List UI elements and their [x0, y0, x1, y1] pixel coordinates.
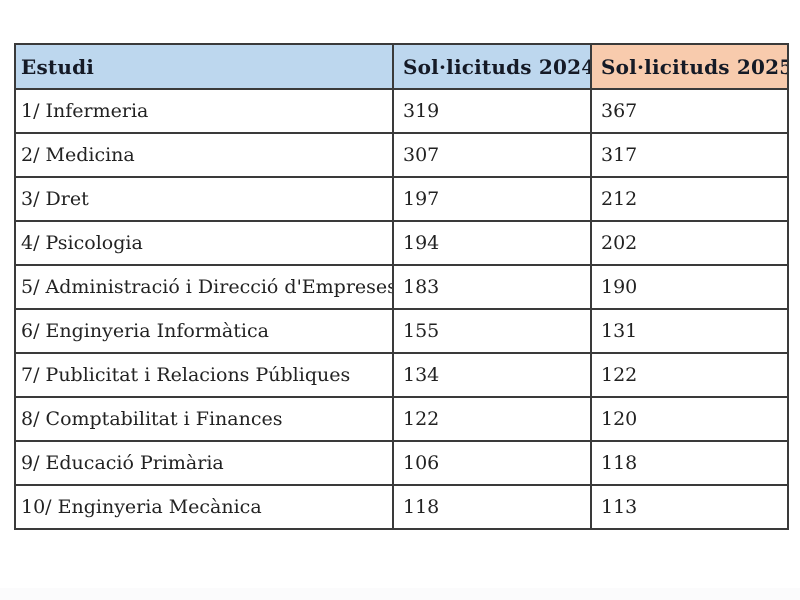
column-header-estudi: Estudi: [14, 43, 394, 90]
study-cell: 4/ Psicologia: [14, 220, 394, 266]
applications-2024-cell: 106: [392, 440, 592, 486]
applications-2024-cell: 118: [392, 484, 592, 530]
applications-2024-cell: 183: [392, 264, 592, 310]
study-cell: 10/ Enginyeria Mecànica: [14, 484, 394, 530]
study-cell: 7/ Publicitat i Relacions Públiques: [14, 352, 394, 398]
table-row: 3/ Dret 197 212: [14, 176, 789, 222]
study-cell: 8/ Comptabilitat i Finances: [14, 396, 394, 442]
table-row: 2/ Medicina 307 317: [14, 132, 789, 178]
applications-2025-cell: 131: [590, 308, 789, 354]
table-header-row: Estudi Sol·licituds 2024 Sol·licituds 20…: [14, 43, 789, 90]
applications-2024-cell: 155: [392, 308, 592, 354]
applications-2025-cell: 113: [590, 484, 789, 530]
table-row: 5/ Administració i Direcció d'Empreses 18…: [14, 264, 789, 310]
applications-table: Estudi Sol·licituds 2024 Sol·licituds 20…: [14, 43, 789, 530]
study-cell: 5/ Administració i Direcció d'Empreses: [14, 264, 394, 310]
applications-2024-cell: 122: [392, 396, 592, 442]
table-row: 8/ Comptabilitat i Finances 122 120: [14, 396, 789, 442]
applications-2025-cell: 317: [590, 132, 789, 178]
applications-2024-cell: 197: [392, 176, 592, 222]
table-row: 10/ Enginyeria Mecànica 118 113: [14, 484, 789, 530]
applications-2024-cell: 134: [392, 352, 592, 398]
applications-2024-cell: 194: [392, 220, 592, 266]
table-row: 9/ Educació Primària 106 118: [14, 440, 789, 486]
bottom-edge-strip: [0, 588, 800, 600]
table-row: 4/ Psicologia 194 202: [14, 220, 789, 266]
applications-2025-cell: 122: [590, 352, 789, 398]
table-row: 1/ Infermeria 319 367: [14, 88, 789, 134]
study-cell: 1/ Infermeria: [14, 88, 394, 134]
applications-2025-cell: 120: [590, 396, 789, 442]
applications-2025-cell: 190: [590, 264, 789, 310]
applications-2024-cell: 307: [392, 132, 592, 178]
study-cell: 2/ Medicina: [14, 132, 394, 178]
applications-2025-cell: 212: [590, 176, 789, 222]
study-cell: 9/ Educació Primària: [14, 440, 394, 486]
applications-2025-cell: 118: [590, 440, 789, 486]
table-body: 1/ Infermeria 319 367 2/ Medicina 307 317 3/ D…: [14, 88, 789, 530]
table-row: 6/ Enginyeria Informàtica 155 131: [14, 308, 789, 354]
study-cell: 6/ Enginyeria Informàtica: [14, 308, 394, 354]
study-cell: 3/ Dret: [14, 176, 394, 222]
table-row: 7/ Publicitat i Relacions Públiques 134 12…: [14, 352, 789, 398]
applications-2025-cell: 367: [590, 88, 789, 134]
column-header-sollicituds-2024: Sol·licituds 2024: [392, 43, 592, 90]
applications-2024-cell: 319: [392, 88, 592, 134]
column-header-sollicituds-2025: Sol·licituds 2025: [590, 43, 789, 90]
applications-2025-cell: 202: [590, 220, 789, 266]
